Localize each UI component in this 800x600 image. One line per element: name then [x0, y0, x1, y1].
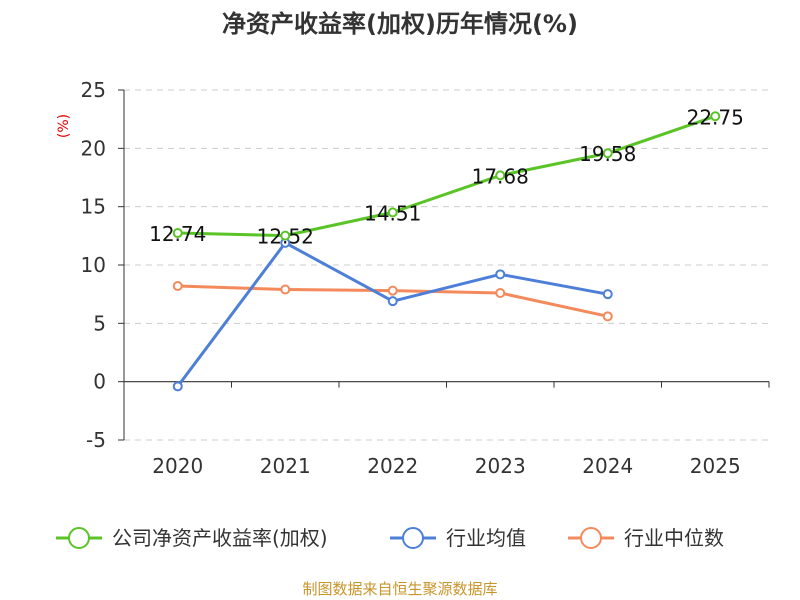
series-line: [176, 241, 609, 388]
data-labels: 12.74 12.52 14.51 17.68 19.58 22.75: [149, 105, 744, 248]
legend-label: 行业中位数: [624, 526, 724, 550]
data-point[interactable]: [172, 381, 183, 392]
data-point[interactable]: [495, 269, 506, 280]
x-tick-label: 2025: [690, 454, 741, 478]
y-axis-label: (%): [56, 114, 72, 138]
legend-item[interactable]: 行业中位数: [568, 526, 724, 550]
data-point[interactable]: [172, 228, 183, 239]
data-label: 12.74: [149, 222, 206, 246]
x-tick-label: 2022: [367, 454, 418, 478]
y-tick-label: -5: [86, 428, 106, 452]
legend-label: 行业均值: [446, 526, 526, 550]
legend-item[interactable]: 行业均值: [390, 526, 526, 550]
legend-item[interactable]: 公司净资产收益率(加权): [56, 526, 328, 550]
y-tick-label: 15: [81, 195, 106, 219]
data-point[interactable]: [280, 230, 291, 241]
y-tick-label: 20: [81, 136, 106, 160]
y-tick-label: 5: [93, 311, 106, 335]
y-tick-label: 25: [81, 78, 106, 102]
data-point[interactable]: [495, 288, 506, 298]
x-tick-label: 2024: [582, 454, 633, 478]
chart-title: 净资产收益率(加权)历年情况(%): [222, 10, 578, 38]
x-tick-label: 2023: [475, 454, 526, 478]
data-label: 22.75: [687, 105, 744, 129]
data-point[interactable]: [602, 289, 613, 300]
data-point[interactable]: [280, 284, 291, 295]
legend-label: 公司净资产收益率(加权): [112, 526, 328, 550]
legend-circle-marker: [402, 527, 424, 549]
legend-circle-marker: [580, 527, 602, 549]
legend[interactable]: 公司净资产收益率(加权) 行业均值 行业中位数: [56, 526, 724, 550]
data-point[interactable]: [602, 148, 613, 159]
data-label: 12.52: [257, 225, 314, 249]
data-label: 14.51: [364, 201, 421, 225]
data-point[interactable]: [710, 111, 721, 122]
data-point[interactable]: [172, 281, 183, 291]
y-tick-label: 0: [93, 370, 106, 394]
grid-lines: [124, 89, 769, 441]
data-point[interactable]: [387, 296, 398, 307]
x-tick-label: 2020: [152, 454, 203, 478]
legend-circle-marker: [68, 527, 90, 549]
data-point[interactable]: [602, 311, 613, 322]
y-tick-label: 10: [81, 253, 106, 277]
data-point[interactable]: [387, 207, 398, 218]
data-point[interactable]: [495, 170, 506, 181]
x-tick-label: 2021: [260, 454, 311, 478]
data-label: 17.68: [472, 164, 529, 188]
data-source-note: 制图数据来自恒生聚源数据库: [302, 580, 497, 598]
data-label: 19.58: [579, 142, 636, 166]
data-point[interactable]: [387, 285, 398, 296]
series-lines: [172, 111, 721, 392]
series-line: [177, 114, 716, 238]
